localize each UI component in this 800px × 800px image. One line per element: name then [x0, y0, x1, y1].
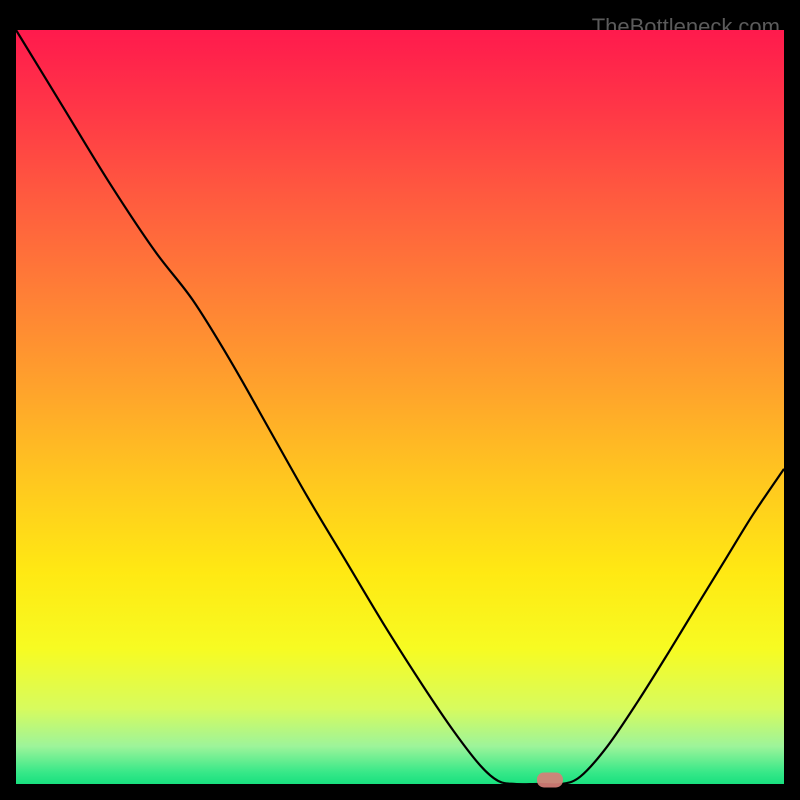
plot-area: [16, 30, 784, 784]
highlight-marker: [537, 773, 563, 788]
chart-frame: TheBottleneck.com: [16, 16, 784, 784]
curve-line: [16, 30, 784, 785]
line-chart-svg: [16, 30, 784, 784]
